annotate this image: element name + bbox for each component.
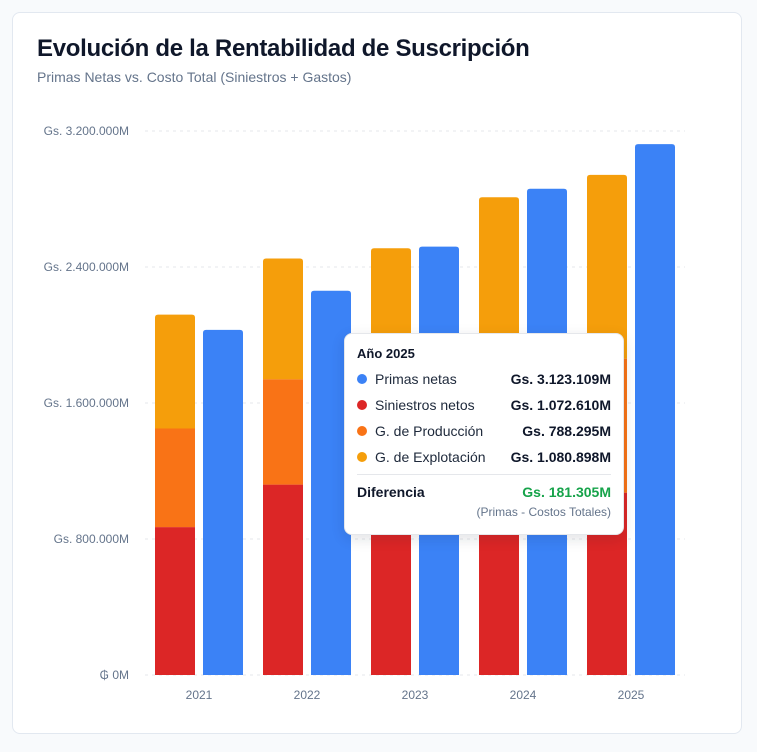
bar-explotacion-2021[interactable] (155, 314, 195, 429)
tooltip-difference-label: Diferencia (357, 484, 425, 500)
bar-produccion-2022[interactable] (263, 379, 303, 485)
tooltip-row-label: G. de Producción (375, 423, 484, 439)
tooltip-difference-value: Gs. 181.305M (522, 484, 611, 500)
chart-card: Evolución de la Rentabilidad de Suscripc… (12, 12, 742, 734)
x-tick-label: 2021 (186, 688, 213, 702)
x-tick-label: 2022 (294, 688, 321, 702)
bar-explotacion-2025[interactable] (587, 174, 627, 359)
tooltip-rows: Primas netas Gs. 3.123.109M Siniestros net… (357, 366, 611, 470)
legend-dot-icon (357, 426, 367, 436)
legend-dot-icon (357, 400, 367, 410)
bar-primas-2022[interactable] (311, 290, 351, 675)
tooltip-divider (357, 474, 611, 475)
y-tick-label: Gs. 3.200.000M (44, 124, 129, 138)
bar-primas-2021[interactable] (203, 329, 243, 675)
legend-dot-icon (357, 374, 367, 384)
tooltip-difference-row: Diferencia Gs. 181.305M (357, 477, 611, 507)
x-tick-label: 2023 (402, 688, 429, 702)
tooltip-row-label: Siniestros netos (375, 397, 475, 413)
tooltip-row-siniestros: Siniestros netos Gs. 1.072.610M (357, 392, 611, 418)
tooltip-title: Año 2025 (357, 346, 415, 361)
tooltip-row-label: G. de Explotación (375, 449, 486, 465)
tooltip-row-value: Gs. 3.123.109M (510, 371, 611, 387)
x-axis-ticks: 2021 2022 2023 2024 2025 (186, 688, 645, 702)
chart-tooltip: Año 2025 Primas netas Gs. 3.123.109M Sinie… (344, 333, 624, 535)
chart-subtitle: Primas Netas vs. Costo Total (Siniestros… (37, 69, 352, 85)
x-tick-label: 2025 (618, 688, 645, 702)
tooltip-row-value: Gs. 1.072.610M (510, 397, 611, 413)
legend-dot-icon (357, 452, 367, 462)
tooltip-row-value: Gs. 788.295M (522, 423, 611, 439)
y-tick-label: Gs. 800.000M (54, 532, 129, 546)
bar-primas-2025[interactable] (635, 144, 675, 675)
tooltip-row-value: Gs. 1.080.898M (510, 449, 611, 465)
tooltip-row-produccion: G. de Producción Gs. 788.295M (357, 418, 611, 444)
tooltip-row-label: Primas netas (375, 371, 457, 387)
bar-siniestros-2021[interactable] (155, 527, 195, 675)
tooltip-note: (Primas - Costos Totales) (476, 505, 611, 519)
y-axis-ticks: ₲ 0M Gs. 800.000M Gs. 1.600.000M Gs. 2.400.… (44, 124, 129, 682)
bar-siniestros-2022[interactable] (263, 484, 303, 675)
bar-produccion-2021[interactable] (155, 428, 195, 528)
tooltip-row-explotacion: G. de Explotación Gs. 1.080.898M (357, 444, 611, 470)
y-tick-label: Gs. 2.400.000M (44, 260, 129, 274)
y-tick-label: Gs. 1.600.000M (44, 396, 129, 410)
x-tick-label: 2024 (510, 688, 537, 702)
bar-explotacion-2022[interactable] (263, 258, 303, 380)
chart-title: Evolución de la Rentabilidad de Suscripc… (37, 35, 530, 62)
y-tick-label: ₲ 0M (100, 668, 129, 682)
bar-siniestros-2023[interactable] (371, 518, 411, 675)
tooltip-row-primas: Primas netas Gs. 3.123.109M (357, 366, 611, 392)
